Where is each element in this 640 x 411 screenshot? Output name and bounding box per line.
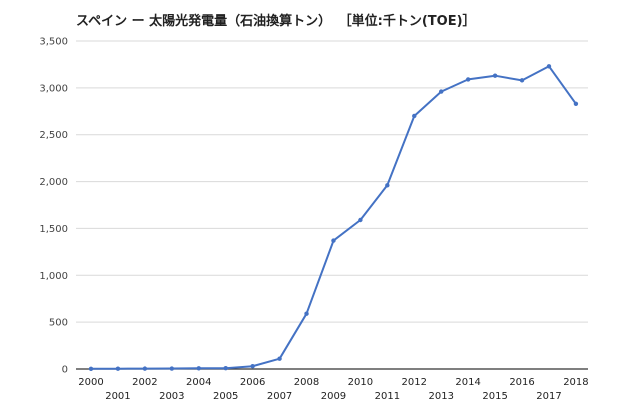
x-tick-label-2011: 2011	[375, 391, 400, 402]
data-point-2015	[492, 73, 498, 78]
x-tick-label-2005: 2005	[213, 391, 238, 402]
x-tick-label-2015: 2015	[482, 391, 507, 402]
data-point-2014	[465, 77, 471, 82]
y-tick-label-0: 0	[62, 365, 68, 376]
chart-title-text: スペイン ー 太陽光発電量（石油換算トン）	[76, 14, 332, 29]
x-tick-label-2014: 2014	[455, 377, 480, 388]
chart-unit-label: ［単位:千トン(TOE)］	[345, 14, 476, 29]
data-point-2013	[439, 89, 444, 94]
x-tick-label-2002: 2002	[132, 377, 157, 388]
data-point-2010	[358, 217, 363, 223]
data-point-2016	[519, 78, 525, 83]
y-tick-label-500: 500	[49, 318, 68, 329]
data-point-2004	[196, 366, 201, 371]
data-point-2017	[546, 64, 552, 69]
data-point-2007	[277, 356, 282, 361]
gridlines	[76, 40, 588, 370]
x-tick-label-2000: 2000	[78, 377, 103, 388]
y-tick-label-1500: 1,500	[39, 224, 68, 235]
x-tick-label-2012: 2012	[402, 377, 427, 388]
data-point-2012	[412, 113, 417, 119]
series-line	[90, 65, 577, 370]
data-point-2018	[573, 101, 579, 106]
x-tick-label-2018: 2018	[563, 377, 588, 388]
data-point-2002	[142, 366, 148, 371]
data-point-2000	[88, 366, 94, 372]
data-point-2003	[169, 366, 175, 371]
y-axis-labels: 0 500 1,000 1,500 2,000 2,500 3,000 3,500	[39, 37, 68, 376]
x-tick-label-2003: 2003	[159, 391, 184, 402]
x-tick-label-2004: 2004	[186, 377, 211, 388]
data-point-2008	[304, 311, 309, 316]
data-point-2001	[115, 366, 121, 371]
x-tick-label-2006: 2006	[240, 377, 265, 388]
data-point-2009	[331, 238, 336, 243]
x-tick-label-2001: 2001	[105, 391, 130, 402]
data-point-2005	[223, 365, 228, 371]
data-point-2006	[250, 363, 255, 369]
x-tick-label-2008: 2008	[294, 377, 319, 388]
x-tick-label-2010: 2010	[348, 377, 373, 388]
x-axis-labels: 2000200120022003200420052006200720082009…	[78, 377, 588, 402]
data-point-2011	[385, 183, 390, 188]
chart-title: スペイン ー 太陽光発電量（石油換算トン） ［単位:千トン(TOE)］	[76, 10, 476, 29]
x-tick-label-2016: 2016	[509, 377, 534, 388]
x-tick-label-2007: 2007	[267, 391, 292, 402]
x-tick-label-2013: 2013	[428, 391, 453, 402]
y-tick-label-1000: 1,000	[39, 271, 68, 282]
y-tick-label-3000: 3,000	[39, 83, 68, 94]
x-tick-label-2009: 2009	[321, 391, 346, 402]
y-tick-label-2000: 2,000	[39, 177, 68, 188]
y-tick-label-2500: 2,500	[39, 130, 68, 141]
y-tick-label-3500: 3,500	[39, 37, 68, 48]
series-solar-generation	[88, 64, 579, 372]
x-tick-label-2017: 2017	[536, 391, 561, 402]
